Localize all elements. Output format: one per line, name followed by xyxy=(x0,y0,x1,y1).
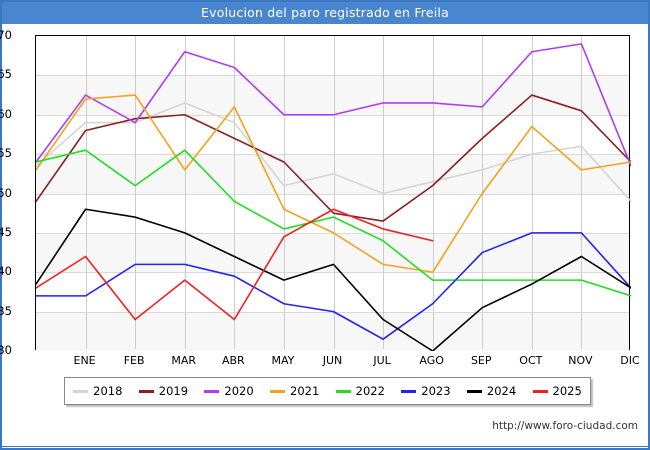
y-axis-tick-label: 45 xyxy=(0,224,12,239)
series-line-2022 xyxy=(36,149,631,297)
chart-svg xyxy=(36,43,631,351)
y-axis-tick-label: 70 xyxy=(0,28,12,42)
legend-label: 2025 xyxy=(552,384,582,398)
legend-swatch-icon xyxy=(335,389,351,393)
legend-item-2021[interactable]: 2021 xyxy=(270,384,319,398)
plot-container: 30 35 40 45 50 55 60 65 70 ENE FEB MAR ABR MAY JUN JUL… xyxy=(0,24,648,374)
x-axis-tick-label: JUN xyxy=(322,354,343,367)
horizontal-gridline xyxy=(36,75,629,77)
legend-label: 2023 xyxy=(421,384,451,398)
legend-item-2025[interactable]: 2025 xyxy=(532,384,582,398)
vertical-gridline xyxy=(432,36,434,349)
legend-item-2023[interactable]: 2023 xyxy=(401,384,451,398)
x-axis-tick-label: SEP xyxy=(470,354,492,367)
legend-label: 2020 xyxy=(224,384,254,398)
horizontal-gridline xyxy=(36,272,629,274)
x-axis-tick-label: ABR xyxy=(221,354,245,367)
y-axis-tick-label: 50 xyxy=(0,185,12,200)
series-line-2023 xyxy=(36,232,631,340)
x-axis-tick-label: DIC xyxy=(620,354,640,367)
footer: http://www.foro-ciudad.com xyxy=(2,414,648,448)
x-axis-tick-label: MAY xyxy=(271,354,295,367)
x-axis-tick-label: AGO xyxy=(419,354,444,367)
footer-divider xyxy=(2,446,648,447)
legend-swatch-icon xyxy=(401,389,417,393)
y-axis-tick-label: 65 xyxy=(0,67,12,82)
legend-label: 2018 xyxy=(93,384,123,398)
legend-swatch-icon xyxy=(532,389,548,393)
legend-item-2018[interactable]: 2018 xyxy=(73,384,122,398)
legend-swatch-icon xyxy=(138,389,154,393)
legend-swatch-icon xyxy=(466,389,482,393)
vertical-gridline xyxy=(581,36,583,349)
series-line-2025 xyxy=(36,208,434,321)
horizontal-gridline xyxy=(36,232,629,234)
y-axis-tick-label: 55 xyxy=(0,146,12,161)
vertical-gridline xyxy=(234,36,236,349)
x-axis-tick-label: OCT xyxy=(519,354,543,367)
x-axis-tick-label: JUL xyxy=(373,354,391,367)
legend-label: 2021 xyxy=(290,384,320,398)
x-axis-tick-label: ENE xyxy=(73,354,96,367)
series-line-2020 xyxy=(36,43,631,167)
legend-label: 2019 xyxy=(158,384,189,398)
series-line-2019 xyxy=(36,94,631,222)
plot-area xyxy=(35,35,631,351)
vertical-gridline xyxy=(383,36,385,349)
vertical-gridline xyxy=(135,36,137,349)
vertical-gridline xyxy=(333,36,335,349)
legend-label: 2022 xyxy=(355,384,385,398)
source-url: http://www.foro-ciudad.com xyxy=(492,420,638,432)
x-axis-tick-label: MAR xyxy=(171,354,197,367)
legend-item-2024[interactable]: 2024 xyxy=(466,384,517,398)
legend-label: 2024 xyxy=(486,384,517,398)
y-axis-tick-label: 60 xyxy=(0,106,12,121)
y-axis-tick-label: 40 xyxy=(0,264,12,279)
legend-swatch-icon xyxy=(73,389,89,393)
horizontal-gridline xyxy=(36,154,629,156)
legend-item-2020[interactable]: 2020 xyxy=(204,384,254,398)
series-line-2024 xyxy=(36,208,631,351)
vertical-gridline xyxy=(531,36,533,349)
vertical-gridline xyxy=(85,36,87,349)
legend-item-2019[interactable]: 2019 xyxy=(138,384,189,398)
page-title: Evolucion del paro registrado en Freila xyxy=(201,5,449,20)
legend-swatch-icon xyxy=(270,389,286,393)
vertical-gridline xyxy=(184,36,186,349)
legend-swatch-icon xyxy=(204,389,220,393)
chart-legend: 2018 2019 2020 2021 2022 2023 2024 2025 xyxy=(64,377,591,405)
y-axis-tick-label: 30 xyxy=(0,343,12,357)
vertical-gridline xyxy=(283,36,285,349)
grid-band xyxy=(36,232,629,273)
series-line-2021 xyxy=(36,94,631,274)
y-axis-tick-label: 35 xyxy=(0,303,12,318)
legend-item-2022[interactable]: 2022 xyxy=(335,384,385,398)
x-axis-tick-label: NOV xyxy=(568,354,593,367)
window-title-bar: Evolucion del paro registrado en Freila xyxy=(2,2,648,24)
horizontal-gridline xyxy=(36,193,629,195)
x-axis-tick-label: FEB xyxy=(123,354,145,367)
